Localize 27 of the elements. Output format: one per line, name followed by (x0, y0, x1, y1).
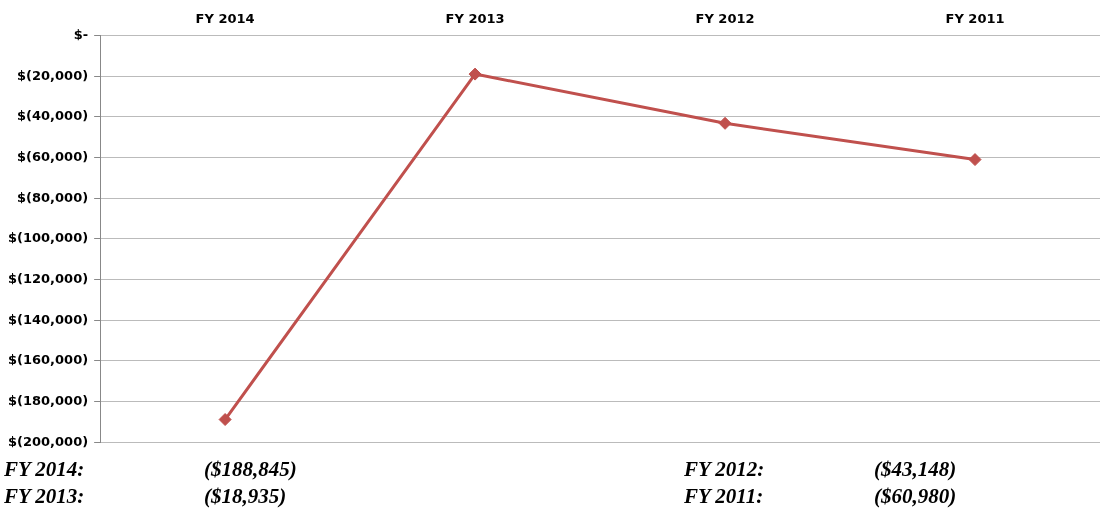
text: ($43,148) (874, 456, 958, 483)
y-tick-label: $(20,000) (17, 67, 89, 83)
x-tick-label: FY 2012 (695, 11, 755, 27)
y-tick-label: $(100,000) (8, 230, 89, 246)
y-tick-label: $(160,000) (8, 352, 89, 368)
point (968, 153, 982, 167)
y-tick-label: $(80,000) (17, 189, 89, 205)
text: FY 2011: (684, 483, 765, 510)
text: FY 2013: (4, 483, 86, 510)
y-tick-label: $- (73, 26, 89, 42)
y-tick-label: $(40,000) (17, 108, 89, 124)
x-tick-label: FY 2014 (195, 11, 255, 27)
x-tick-label: FY 2013 (445, 11, 505, 27)
x-tick-label: FY 2011 (945, 11, 1005, 27)
text: ($60,980) (874, 483, 958, 510)
y-tick-label: $(140,000) (8, 311, 89, 327)
point (718, 116, 732, 130)
text: FY 2014: (4, 456, 86, 483)
point (218, 413, 232, 427)
point (468, 67, 482, 81)
y-tick-label: $(120,000) (8, 270, 89, 286)
y-tick-label: $(60,000) (17, 148, 89, 164)
y-tick-label: $(180,000) (8, 392, 89, 408)
text: ($188,845) (204, 456, 298, 483)
y-tick-label: $(200,000) (8, 433, 89, 449)
text: FY 2012: (684, 456, 766, 483)
text: ($18,935) (204, 483, 288, 510)
